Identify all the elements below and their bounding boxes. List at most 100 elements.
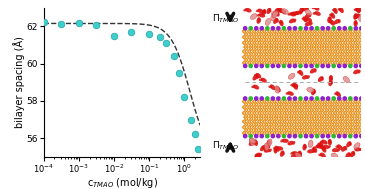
Ellipse shape xyxy=(338,8,342,11)
Circle shape xyxy=(343,64,346,68)
Ellipse shape xyxy=(296,154,299,158)
Point xyxy=(163,42,169,45)
Ellipse shape xyxy=(322,140,328,145)
Point xyxy=(188,118,193,121)
Circle shape xyxy=(310,135,313,138)
Ellipse shape xyxy=(257,17,261,24)
Ellipse shape xyxy=(272,11,278,16)
Ellipse shape xyxy=(281,9,286,14)
Ellipse shape xyxy=(355,14,358,18)
Ellipse shape xyxy=(302,75,308,80)
Ellipse shape xyxy=(303,144,307,150)
Ellipse shape xyxy=(359,148,363,151)
Circle shape xyxy=(299,27,302,30)
Circle shape xyxy=(293,27,297,30)
Ellipse shape xyxy=(273,147,277,150)
Ellipse shape xyxy=(358,14,361,18)
Circle shape xyxy=(332,64,335,68)
Circle shape xyxy=(315,135,319,138)
Ellipse shape xyxy=(279,8,282,12)
Ellipse shape xyxy=(267,139,272,146)
Ellipse shape xyxy=(322,145,329,149)
Ellipse shape xyxy=(276,18,279,22)
Ellipse shape xyxy=(269,149,272,152)
Point xyxy=(93,24,99,27)
Ellipse shape xyxy=(316,142,321,148)
Ellipse shape xyxy=(279,10,283,13)
Circle shape xyxy=(327,135,330,138)
Ellipse shape xyxy=(264,10,266,14)
Ellipse shape xyxy=(278,21,283,24)
Ellipse shape xyxy=(253,141,257,144)
Circle shape xyxy=(349,135,352,138)
Ellipse shape xyxy=(282,139,289,143)
Circle shape xyxy=(338,97,341,100)
Circle shape xyxy=(304,64,308,68)
Ellipse shape xyxy=(312,12,317,15)
Circle shape xyxy=(327,97,330,100)
Ellipse shape xyxy=(262,145,266,148)
Ellipse shape xyxy=(265,18,270,26)
Point xyxy=(76,22,82,25)
Ellipse shape xyxy=(256,9,260,12)
Ellipse shape xyxy=(296,12,299,15)
Point xyxy=(146,32,152,35)
Ellipse shape xyxy=(280,139,284,143)
Circle shape xyxy=(288,64,291,68)
Ellipse shape xyxy=(354,20,358,27)
Ellipse shape xyxy=(312,149,315,153)
Circle shape xyxy=(321,27,324,30)
Circle shape xyxy=(282,64,285,68)
Circle shape xyxy=(299,97,302,100)
Circle shape xyxy=(255,27,258,30)
Ellipse shape xyxy=(312,7,316,9)
Ellipse shape xyxy=(312,146,317,153)
Circle shape xyxy=(260,135,264,138)
Ellipse shape xyxy=(304,145,307,149)
Ellipse shape xyxy=(253,141,256,145)
Ellipse shape xyxy=(310,22,313,26)
Ellipse shape xyxy=(306,7,309,11)
Point xyxy=(171,55,177,58)
Ellipse shape xyxy=(320,140,324,143)
Ellipse shape xyxy=(253,74,258,81)
Ellipse shape xyxy=(309,13,311,17)
Ellipse shape xyxy=(356,8,362,12)
Ellipse shape xyxy=(254,154,260,159)
Ellipse shape xyxy=(338,19,341,23)
Ellipse shape xyxy=(275,7,281,12)
Ellipse shape xyxy=(274,148,277,152)
Ellipse shape xyxy=(301,6,308,11)
Ellipse shape xyxy=(339,7,344,13)
Circle shape xyxy=(349,64,352,68)
Circle shape xyxy=(327,27,330,30)
Ellipse shape xyxy=(272,11,278,18)
Circle shape xyxy=(338,135,341,138)
Ellipse shape xyxy=(328,139,332,146)
Ellipse shape xyxy=(321,147,325,151)
Ellipse shape xyxy=(288,73,295,79)
Circle shape xyxy=(243,135,247,138)
Circle shape xyxy=(249,135,252,138)
Ellipse shape xyxy=(305,13,311,18)
Circle shape xyxy=(277,135,280,138)
Circle shape xyxy=(343,97,346,100)
Ellipse shape xyxy=(276,9,280,12)
Ellipse shape xyxy=(301,18,306,20)
Ellipse shape xyxy=(299,7,304,13)
Ellipse shape xyxy=(243,9,247,12)
Circle shape xyxy=(260,27,264,30)
Point xyxy=(128,30,134,33)
Ellipse shape xyxy=(263,146,266,150)
Ellipse shape xyxy=(268,141,271,145)
Ellipse shape xyxy=(329,75,333,82)
Circle shape xyxy=(255,97,258,100)
Circle shape xyxy=(243,97,247,100)
Ellipse shape xyxy=(328,80,333,86)
Ellipse shape xyxy=(328,17,332,21)
Ellipse shape xyxy=(341,146,346,152)
Ellipse shape xyxy=(270,84,276,90)
Circle shape xyxy=(332,135,335,138)
Ellipse shape xyxy=(337,144,343,150)
Circle shape xyxy=(288,97,291,100)
